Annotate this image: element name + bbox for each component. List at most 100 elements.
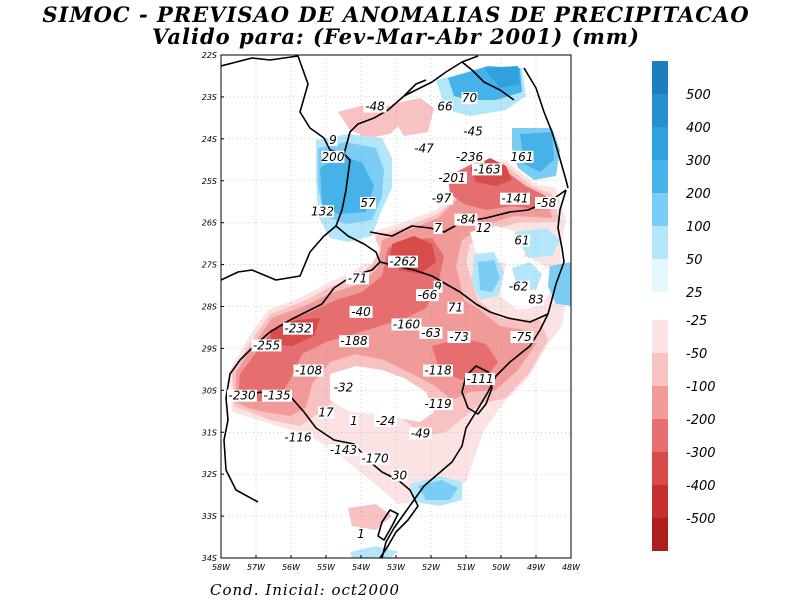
- contour-label: -118: [423, 364, 453, 378]
- contour-label-text: -48: [365, 99, 385, 113]
- legend-swatch: [652, 193, 668, 226]
- contour-label: -75: [510, 330, 534, 344]
- initial-condition-footer: Cond. Inicial: oct2000: [210, 581, 401, 599]
- contour-label: -188: [339, 334, 369, 348]
- contour-label: -119: [423, 397, 453, 411]
- contour-label: -262: [388, 255, 418, 269]
- lat-tick-label: 24S: [202, 135, 217, 144]
- contour-label-text: -188: [340, 334, 368, 348]
- contour-label-text: -163: [473, 162, 500, 176]
- contour-label-text: 70: [462, 91, 478, 105]
- contour-label: 9: [433, 280, 443, 294]
- contour-label-bg: [514, 234, 530, 247]
- contour-label: -48: [363, 99, 387, 113]
- contour-label-bg: [454, 150, 485, 163]
- contour-label-bg: [328, 444, 359, 457]
- legend-label: 25: [686, 286, 703, 301]
- lon-tick-label: 52W: [422, 563, 441, 572]
- contour-label-bg: [332, 381, 355, 394]
- contour-label: -201: [437, 171, 467, 185]
- contour-label-text: 12: [476, 221, 491, 235]
- contour-label-text: 200: [322, 150, 345, 164]
- lat-tick-label: 27S: [202, 261, 217, 270]
- contour-label: -58: [535, 196, 558, 210]
- contour-label-text: 17: [318, 405, 334, 419]
- contour-label-bg: [356, 528, 366, 541]
- contour-label-bg: [475, 222, 492, 235]
- contour-label-text: -58: [537, 196, 557, 210]
- chart-title: SIMOC - PREVISAO DE ANOMALIAS DE PRECIPI…: [42, 2, 750, 27]
- legend-label: -100: [686, 380, 716, 395]
- contour-label-bg: [339, 335, 369, 348]
- contour-label-bg: [500, 192, 530, 205]
- contour-label-text: -255: [253, 338, 280, 352]
- contour-label-bg: [437, 171, 467, 184]
- contour-label: -73: [447, 330, 471, 344]
- contour-label-bg: [409, 427, 432, 440]
- legend-swatch: [652, 259, 668, 292]
- coastline-east: [381, 189, 567, 558]
- contour-label-text: -32: [334, 380, 354, 394]
- chart-subtitle: Valido para: (Fev-Mar-Abr 2001) (mm): [152, 24, 640, 49]
- contour-label-text: -118: [424, 364, 452, 378]
- legend-label: -500: [686, 512, 716, 527]
- lon-tick-label: 54W: [352, 563, 371, 572]
- lat-tick-label: 28S: [202, 303, 217, 312]
- lat-tick-label: 31S: [202, 428, 217, 437]
- contour-label-text: -40: [351, 305, 371, 319]
- contour-label-text: -97: [432, 192, 452, 206]
- lat-tick-label: 33S: [202, 512, 217, 521]
- contour-label-text: -116: [284, 431, 312, 445]
- contour-label-text: -201: [438, 171, 465, 185]
- legend-swatch: [652, 353, 668, 386]
- contour-label-text: -230: [228, 389, 256, 403]
- border-uruguay-river: [223, 287, 335, 503]
- lon-tick-label: 48W: [562, 563, 581, 572]
- contour-label: -230: [227, 389, 257, 403]
- contour-label: -236: [454, 150, 485, 164]
- contour-label-text: -63: [421, 326, 441, 340]
- contour-label-bg: [318, 406, 334, 419]
- contour-label-bg: [433, 280, 443, 293]
- contour-label: -47: [412, 141, 436, 155]
- contour-label-text: -73: [449, 330, 469, 344]
- contour-label-text: 57: [360, 196, 376, 210]
- contour-label: -24: [374, 414, 397, 428]
- contour-label-bg: [311, 205, 334, 218]
- contour-label: -108: [293, 364, 324, 378]
- contour-label-bg: [293, 364, 324, 377]
- contour-label: 200: [321, 150, 345, 164]
- contour-label-bg: [447, 301, 464, 314]
- contour-label: 70: [461, 91, 478, 105]
- legend-label: 300: [686, 154, 711, 169]
- contour-label-bg: [391, 469, 408, 482]
- contour-label: 1: [349, 414, 359, 428]
- contour-label: -45: [461, 125, 485, 139]
- contour-label: 57: [360, 196, 376, 210]
- contour-label: -66: [416, 288, 439, 302]
- contour-label-text: 61: [514, 234, 529, 248]
- legend-swatch: [652, 94, 668, 127]
- contour-label-bg: [433, 222, 443, 235]
- lat-tick-label: 29S: [202, 344, 217, 353]
- contour-label-text: -71: [348, 271, 368, 285]
- longitude-tick-labels: 58W 57W 56W 55W 54W 53W 52W 51W 50W 49W 48W: [212, 555, 581, 572]
- contour-label-text: -262: [389, 255, 416, 269]
- legend-label: 100: [686, 220, 711, 235]
- contour-label-text: -84: [456, 213, 476, 227]
- contour-label: 30: [391, 468, 408, 482]
- contour-label-bg: [388, 255, 418, 268]
- contour-label-bg: [507, 280, 530, 293]
- legend-swatch: [652, 127, 668, 160]
- contour-label: -32: [332, 380, 355, 394]
- contour-label-text: -135: [263, 389, 290, 403]
- legend-label: -50: [686, 347, 707, 362]
- contour-label-bg: [363, 100, 387, 113]
- contour-label-text: 7: [434, 221, 442, 235]
- contour-label-text: 9: [434, 280, 442, 294]
- border-sc-rs: [379, 261, 549, 323]
- contour-label: -163: [472, 162, 502, 176]
- contour-label-text: 132: [311, 204, 334, 218]
- contour-label-bg: [374, 414, 397, 427]
